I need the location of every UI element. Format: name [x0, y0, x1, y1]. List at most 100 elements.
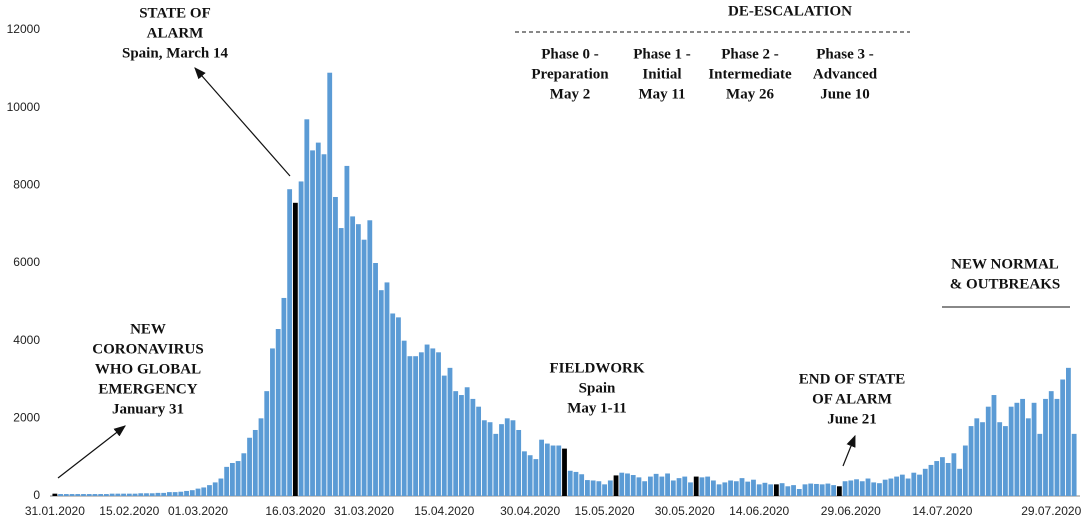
arrow [57, 425, 126, 479]
bar [865, 478, 871, 496]
bar [103, 494, 109, 496]
bar [292, 202, 298, 496]
x-tick-label: 15.04.2020 [414, 504, 474, 518]
bar [229, 462, 235, 496]
bar [922, 468, 928, 496]
bar [585, 480, 590, 496]
annotation: Phase 2 - [721, 46, 779, 62]
bar [189, 490, 195, 496]
bar [985, 406, 991, 496]
bar [201, 487, 207, 496]
bar [138, 493, 144, 496]
bar [1031, 402, 1037, 496]
bar [607, 480, 613, 496]
bar [859, 481, 865, 496]
bar [550, 445, 556, 496]
bar [453, 391, 459, 496]
bar [464, 387, 470, 496]
bar [779, 483, 785, 496]
bar [1025, 418, 1031, 496]
annotation: EMERGENCY [98, 381, 197, 397]
bar [905, 478, 911, 496]
bar [52, 493, 58, 496]
bar [957, 468, 963, 496]
bar [321, 154, 327, 496]
x-tick-label: 31.01.2020 [25, 504, 85, 518]
bar [888, 478, 894, 496]
bar [728, 480, 733, 496]
bar [544, 443, 550, 496]
bar [493, 433, 499, 496]
bar [911, 472, 917, 496]
bar [384, 282, 390, 496]
bar [573, 471, 579, 496]
bar [58, 494, 63, 496]
bar [945, 462, 951, 496]
bar [522, 451, 527, 496]
bar [785, 486, 791, 496]
bar [1037, 433, 1043, 496]
bar [625, 473, 630, 496]
annotation: FIELDWORK [549, 360, 644, 376]
bar [218, 478, 224, 496]
bar [258, 418, 264, 496]
bar [109, 493, 115, 496]
annotation: & OUTBREAKS [950, 276, 1060, 292]
bar [430, 348, 436, 496]
x-tick-label: 29.07.2020 [1021, 504, 1081, 518]
bar [596, 481, 602, 496]
bar [1043, 398, 1048, 496]
bar [1003, 426, 1008, 496]
bar [144, 493, 149, 496]
bar [459, 395, 464, 496]
annotation: May 2 [550, 86, 590, 102]
bar [378, 290, 384, 496]
x-tick-label: 01.03.2020 [168, 504, 228, 518]
bar [69, 494, 75, 496]
bar [287, 189, 293, 496]
y-tick-label: 2000 [13, 411, 40, 425]
bar [396, 317, 401, 496]
bar [1048, 391, 1054, 496]
bar [407, 356, 413, 496]
annotation: NEW [130, 321, 166, 337]
bar [962, 445, 968, 496]
bar [172, 492, 178, 496]
bar [441, 375, 447, 496]
bar [665, 473, 670, 496]
annotation: NEW NORMAL [951, 256, 1059, 272]
bar [149, 493, 155, 496]
bar [539, 439, 544, 496]
y-tick-label: 4000 [13, 333, 40, 347]
bar [791, 485, 796, 496]
bar [808, 483, 814, 496]
bar [252, 429, 258, 496]
bar [470, 398, 476, 496]
bar [476, 406, 482, 496]
bar [373, 263, 378, 496]
bar [224, 466, 230, 496]
bar [751, 479, 756, 496]
bar [642, 481, 648, 496]
bar [333, 196, 338, 496]
bar [327, 72, 333, 496]
bar [424, 344, 430, 496]
bar [659, 476, 665, 496]
bar [63, 494, 69, 496]
bar [968, 426, 974, 496]
bar [602, 484, 607, 496]
bar [270, 348, 275, 496]
annotation: OF ALARM [812, 391, 892, 407]
bar [556, 445, 562, 496]
y-tick-label: 10000 [7, 100, 41, 114]
bar [871, 482, 877, 496]
bar [481, 420, 487, 496]
bar [527, 455, 533, 496]
bar [86, 494, 92, 496]
bar [636, 477, 642, 496]
annotation: Initial [642, 66, 681, 82]
y-tick-label: 6000 [13, 255, 40, 269]
annotation: Spain [579, 380, 616, 396]
bar [710, 480, 716, 496]
annotation: Intermediate [708, 66, 792, 82]
